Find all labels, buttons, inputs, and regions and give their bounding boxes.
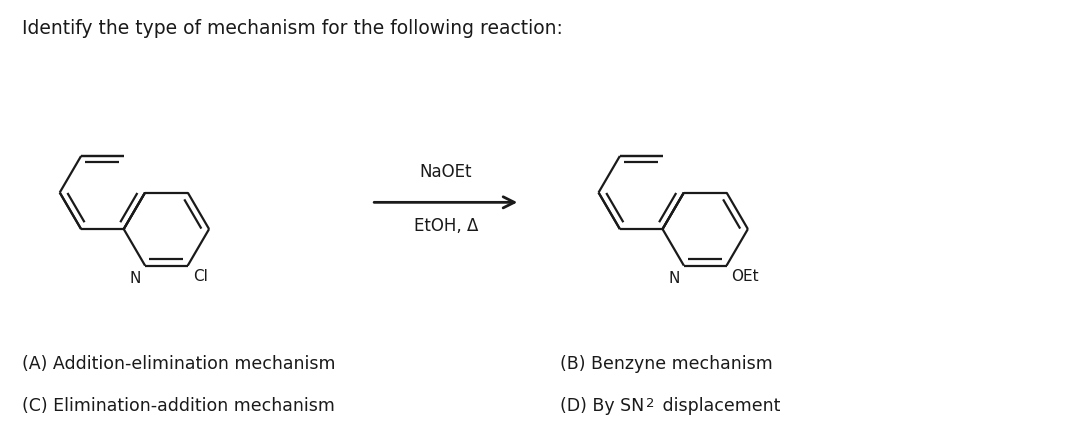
Text: (A) Addition-elimination mechanism: (A) Addition-elimination mechanism <box>22 356 336 374</box>
Text: 2: 2 <box>646 396 654 410</box>
Text: N: N <box>130 271 141 286</box>
Text: displacement: displacement <box>657 396 781 414</box>
Text: (D) By SN: (D) By SN <box>559 396 644 414</box>
Text: (B) Benzyne mechanism: (B) Benzyne mechanism <box>559 356 772 374</box>
Text: Identify the type of mechanism for the following reaction:: Identify the type of mechanism for the f… <box>22 19 563 38</box>
Text: (C) Elimination-addition mechanism: (C) Elimination-addition mechanism <box>22 396 335 414</box>
Text: OEt: OEt <box>731 268 759 283</box>
Text: Cl: Cl <box>192 268 207 283</box>
Text: N: N <box>669 271 680 286</box>
Text: EtOH, Δ: EtOH, Δ <box>414 217 478 235</box>
Text: NaOEt: NaOEt <box>419 163 472 181</box>
